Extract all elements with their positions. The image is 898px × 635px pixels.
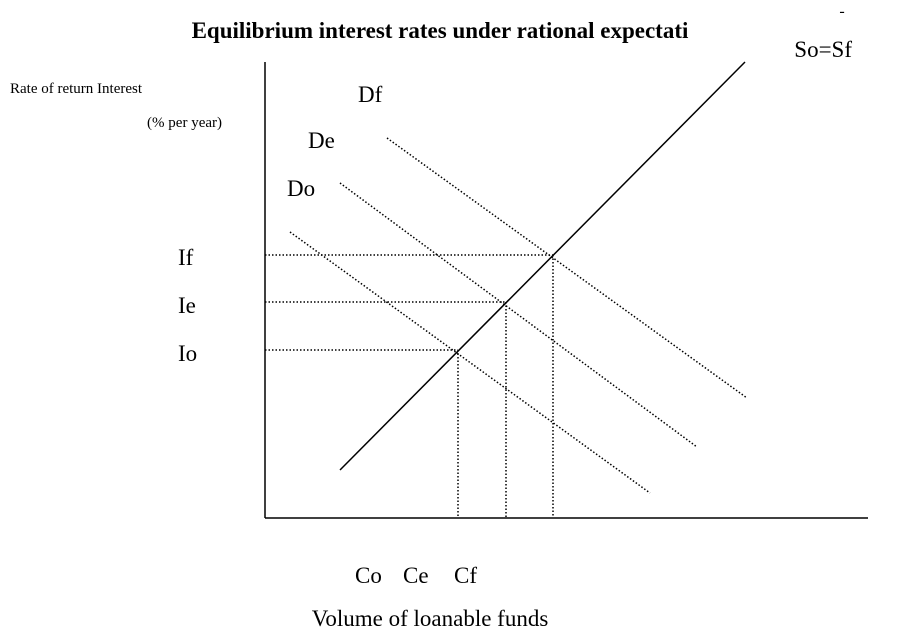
demand-label: De xyxy=(308,128,335,153)
quantity-label: Co xyxy=(355,563,382,588)
demand-curve xyxy=(339,182,698,448)
supply-mark: - xyxy=(839,3,844,20)
y-axis-label: Rate of return Interest xyxy=(10,81,143,97)
supply-curve xyxy=(339,61,746,471)
y-axis-label-units: (% per year) xyxy=(147,115,222,131)
demand-label: Df xyxy=(358,82,383,107)
rate-label: If xyxy=(178,245,194,270)
demand-curve xyxy=(386,137,748,399)
supply-label: So=Sf xyxy=(794,37,852,62)
title: Equilibrium interest rates under rationa… xyxy=(192,18,689,43)
demand-curve xyxy=(289,231,651,494)
rate-label: Ie xyxy=(178,293,196,318)
quantity-label: Ce xyxy=(403,563,429,588)
x-axis-label: Volume of loanable funds xyxy=(312,606,549,631)
demand-label: Do xyxy=(287,176,315,201)
quantity-label: Cf xyxy=(454,563,477,588)
rate-label: Io xyxy=(178,341,197,366)
